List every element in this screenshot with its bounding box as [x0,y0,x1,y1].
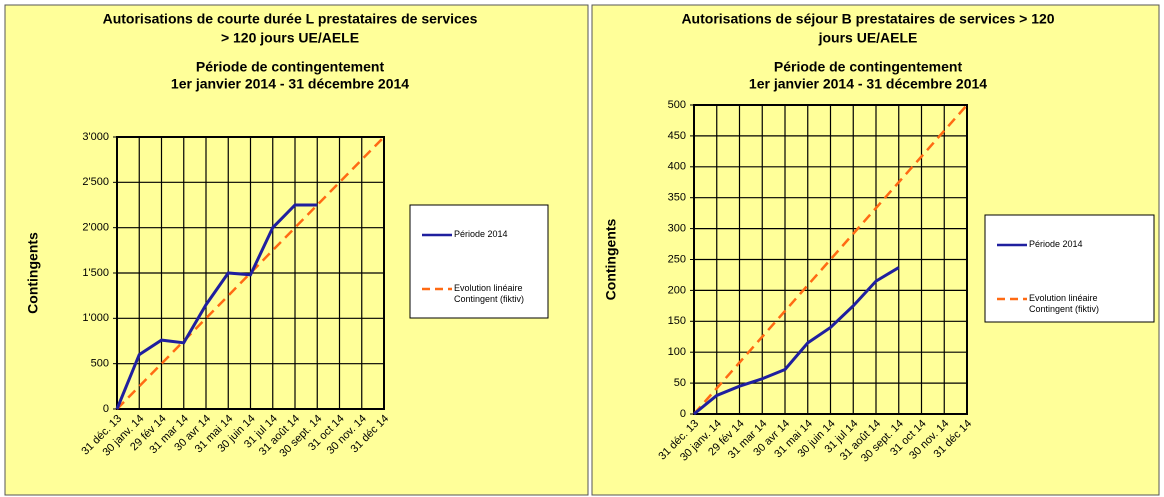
y-tick-label: 300 [668,223,686,235]
y-tick-label: 500 [668,99,686,111]
legend-item: Période 2014 [454,229,508,239]
plot-border [693,104,968,415]
y-tick-label: 2'500 [82,176,109,188]
y-tick-label: 400 [668,161,686,173]
legend-label: Evolution linéaire Contingent (fiktiv) [454,283,525,304]
legend-item: Evolution linéaire Contingent (fiktiv) [1029,293,1100,314]
y-tick-label: 350 [668,192,686,204]
plot-border [116,136,385,410]
y-tick-label: 250 [668,253,686,265]
legend-label: Période 2014 [1029,239,1083,249]
legend-item: Période 2014 [1029,239,1083,249]
y-tick-label: 3'000 [82,131,109,143]
chart-subtitle: Période de contingentement [196,59,385,75]
series-line [115,203,318,410]
y-tick-label: 50 [674,377,686,389]
y-axis-label: Contingents [25,232,41,314]
y-tick-label: 1'000 [82,312,109,324]
legend-item: Evolution linéaire Contingent (fiktiv) [454,283,525,304]
y-tick-label: 0 [103,403,109,415]
y-tick-label: 1'500 [82,267,109,279]
y-tick-label: 200 [668,284,686,296]
y-tick-label: 0 [680,408,686,420]
chart-title: > 120 jours UE/AELE [221,30,359,46]
legend [984,214,1155,323]
y-tick-label: 500 [91,358,109,370]
chart-title: jours UE/AELE [818,30,918,46]
chart-subtitle: 1er janvier 2014 - 31 décembre 2014 [749,76,987,92]
legend-label: Evolution linéaire Contingent (fiktiv) [1029,293,1100,314]
legend-label: Période 2014 [454,229,508,239]
legend [409,204,549,319]
series-line [693,104,968,415]
y-tick-label: 100 [668,346,686,358]
y-tick-label: 2'000 [82,222,109,234]
y-tick-label: 150 [668,315,686,327]
chart-title: Autorisations de séjour B prestataires d… [681,11,1054,27]
chart-subtitle: 1er janvier 2014 - 31 décembre 2014 [171,76,409,92]
y-axis-label: Contingents [603,218,619,300]
y-tick-label: 450 [668,130,686,142]
chart-subtitle: Période de contingentement [774,59,963,75]
series-line [693,266,900,416]
chart-title: Autorisations de courte durée L prestata… [103,11,478,27]
